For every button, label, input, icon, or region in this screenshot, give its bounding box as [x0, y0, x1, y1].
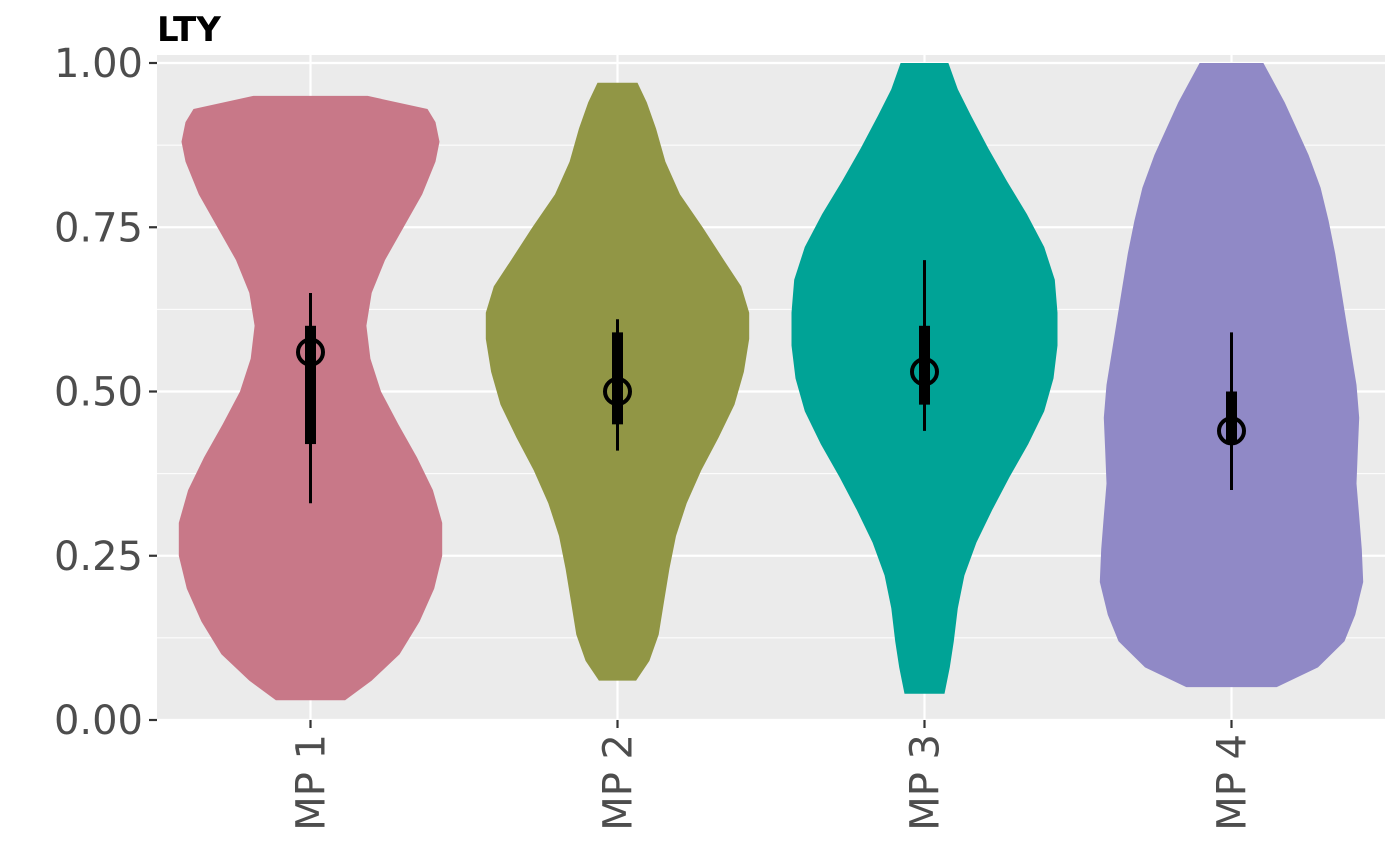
x-tick-label: MP 4 [1210, 734, 1256, 831]
y-tick-label: 0.00 [54, 698, 143, 744]
y-tick-label: 0.75 [54, 205, 143, 251]
chart-title: LTY [157, 10, 221, 50]
y-tick-label: 0.50 [54, 370, 143, 416]
x-tick-label: MP 1 [289, 734, 335, 831]
y-axis: 0.00 0.25 0.50 0.75 1.00 [54, 41, 157, 744]
boxplot-layer [296, 260, 1246, 504]
x-axis: MP 1 MP 2 MP 3 MP 4 [289, 720, 1256, 831]
iqr-box-3 [919, 325, 930, 405]
y-tick-label: 1.00 [54, 41, 143, 87]
median-point-3 [910, 357, 939, 387]
median-point-4 [1217, 416, 1246, 446]
median-point-2 [603, 377, 632, 406]
median-point-1 [296, 337, 325, 367]
iqr-box-1 [305, 325, 316, 445]
y-tick-label: 0.25 [54, 534, 143, 580]
x-tick-label: MP 3 [903, 734, 949, 831]
x-tick-label: MP 2 [596, 734, 642, 831]
